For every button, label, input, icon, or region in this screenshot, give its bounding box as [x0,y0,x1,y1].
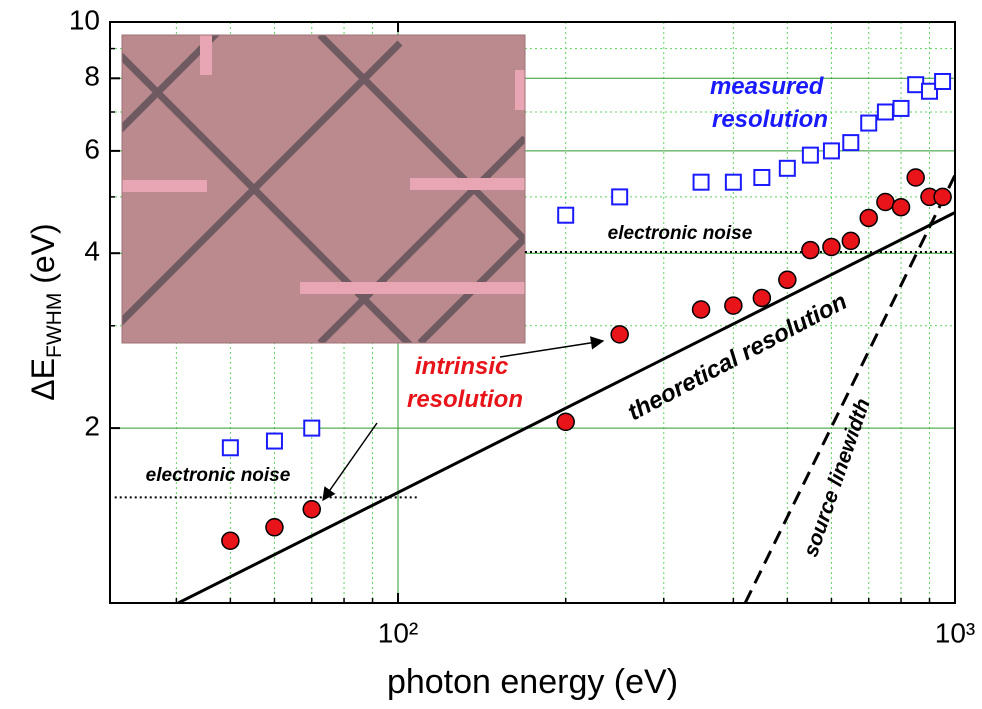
series-annotation: measured resolution [710,73,830,133]
inset-wire [122,52,413,343]
data-point [778,270,797,290]
y-tick-label: 10 [69,4,100,35]
y-axis-label: ΔEFWHM (eV) [25,223,65,400]
data-point [891,197,911,217]
data-point [265,518,284,537]
plot-area [114,174,955,603]
y-tick-label: 2 [84,410,100,441]
inset-photo [122,35,525,343]
annotation-line: intrinsic [415,353,515,380]
data-point [752,288,772,308]
y-axis-label-part: (eV) [25,223,61,292]
inset-pad [410,178,525,190]
inset-pad [515,70,525,110]
data-point [933,187,952,207]
x-axis-label: photon energy (eV) [387,663,678,701]
data-point [822,237,841,257]
inset-wire [317,35,525,243]
data-point [801,146,819,164]
series-annotation: electronic noise [608,223,753,244]
plot-frame [109,21,956,604]
data-point [265,432,283,450]
x-tick-label: 10³ [935,617,975,648]
inset-frame [121,34,526,344]
annotation-line: resolution [712,106,828,133]
data-point [692,173,710,191]
inset-pad [300,282,525,294]
y-axis-label-part: ΔE [25,358,61,401]
inset-wire [122,40,403,326]
data-point [892,99,910,117]
data-point [921,82,939,100]
series-annotation: source linewidth [799,396,875,560]
arrow [499,336,605,358]
inset-pad [200,35,212,75]
data-point [906,168,925,187]
data-point [724,296,743,315]
series-annotation: electronic noise [146,465,291,486]
inset-pad [122,180,207,192]
data-point [302,499,321,519]
series-line [177,211,955,603]
data-point [778,159,796,177]
inset-wire [317,135,525,343]
data-point [842,134,860,152]
data-point [876,192,895,212]
data-point [221,531,240,550]
inset-wire [122,35,220,133]
data-point [822,142,840,160]
series-line [743,174,955,603]
data-point [876,103,894,121]
arrow [322,422,378,502]
data-point [907,76,925,94]
data-point [801,240,820,260]
data-point [724,173,742,191]
data-point [556,412,575,432]
data-point [934,72,952,90]
data-point [691,300,711,319]
data-point [611,188,629,206]
data-point [610,325,629,344]
y-tick-label: 6 [84,133,100,164]
data-point [303,419,321,437]
data-point [841,231,861,251]
annotation-line: resolution [407,386,523,413]
y-axis-label-part: FWHM [43,293,66,358]
data-point [859,208,878,228]
data-point [221,439,239,457]
series-annotation: intrinsic resolution [407,353,523,413]
data-point [753,168,771,186]
data-point [557,206,575,224]
y-tick-label: 8 [84,61,100,92]
x-tick-label: 10² [378,617,418,648]
annotation-line: measured [710,73,830,100]
y-tick-label: 4 [84,236,100,267]
data-point [860,114,878,132]
